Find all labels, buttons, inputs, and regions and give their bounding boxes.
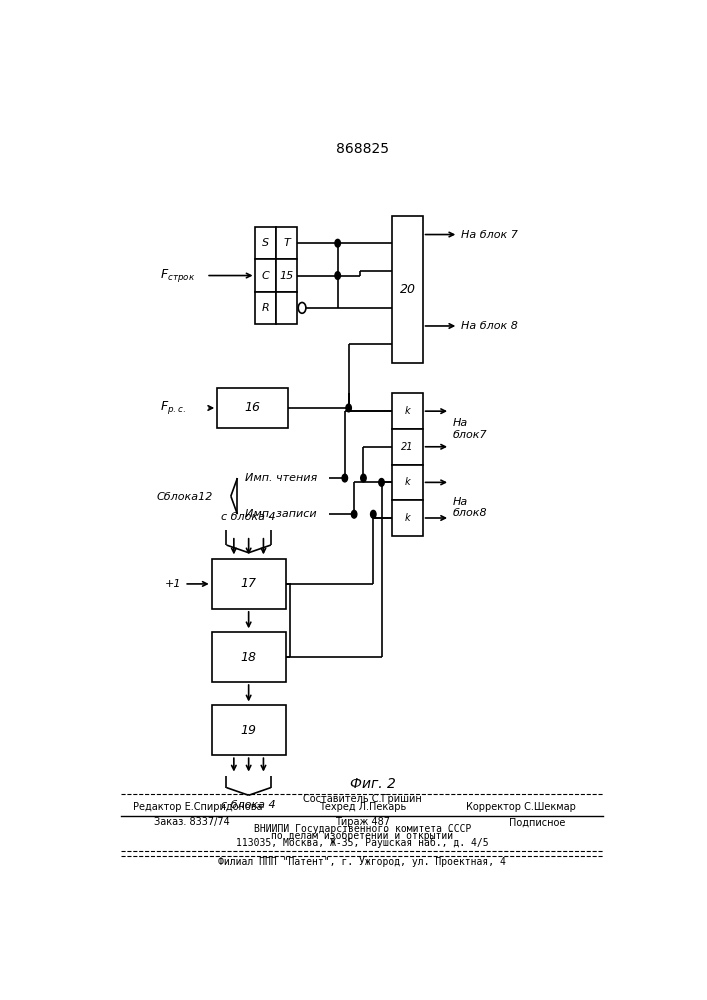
Circle shape (351, 510, 357, 518)
Bar (211, 705, 286, 755)
Text: 18: 18 (240, 651, 257, 664)
Bar (211, 559, 286, 609)
Text: с блока 4: с блока 4 (221, 800, 276, 810)
Text: 868825: 868825 (336, 142, 389, 156)
Text: Редактор Е.Спиридонова: Редактор Е.Спиридонова (133, 802, 263, 812)
Bar (276, 259, 297, 292)
Text: C: C (262, 271, 270, 281)
Text: Подписное: Подписное (510, 817, 566, 827)
Bar (392, 465, 423, 500)
Text: На блок 8: На блок 8 (461, 321, 518, 331)
Text: Фиг. 2: Фиг. 2 (351, 777, 396, 791)
Bar (255, 292, 276, 324)
Bar (217, 388, 288, 428)
Bar (392, 500, 423, 536)
Text: Составитель С.Гришин: Составитель С.Гришин (303, 794, 421, 804)
Text: На
блок7: На блок7 (452, 418, 487, 440)
Text: k: k (404, 477, 410, 487)
Text: ВНИИПИ Государственного комитета СССР: ВНИИПИ Государственного комитета СССР (254, 824, 471, 834)
Text: S: S (262, 238, 269, 248)
Text: Заказ. 8337/74: Заказ. 8337/74 (154, 817, 230, 827)
Text: по делам изобретений и открытий: по делам изобретений и открытий (271, 831, 453, 841)
Bar (276, 292, 297, 324)
Circle shape (361, 474, 366, 482)
Text: Имп. чтения: Имп. чтения (245, 473, 317, 483)
Bar (255, 227, 276, 259)
Circle shape (346, 404, 351, 412)
Text: Техред Л.Пекарь: Техред Л.Пекарь (319, 802, 406, 812)
Circle shape (379, 479, 385, 486)
Bar (392, 429, 423, 465)
Text: На блок 7: На блок 7 (461, 230, 518, 240)
Text: Филиал ППП "Патент", г. Ужгород, ул. Проектная, 4: Филиал ППП "Патент", г. Ужгород, ул. Про… (218, 857, 506, 867)
Text: $F_{строк}$: $F_{строк}$ (160, 267, 195, 284)
Text: +1: +1 (165, 579, 182, 589)
Text: k: k (404, 513, 410, 523)
Text: Тираж 487: Тираж 487 (335, 817, 390, 827)
Text: 21: 21 (402, 442, 414, 452)
Text: 15: 15 (279, 271, 294, 281)
Circle shape (370, 510, 376, 518)
Text: R: R (262, 303, 270, 313)
Text: Сблока12: Сблока12 (157, 492, 214, 502)
Bar (255, 259, 276, 292)
Text: На
блок8: На блок8 (452, 497, 487, 518)
Bar (276, 227, 297, 259)
Text: с блока 4: с блока 4 (221, 512, 276, 522)
Text: 19: 19 (240, 724, 257, 737)
Text: T: T (284, 238, 290, 248)
Bar (211, 632, 286, 682)
Bar (392, 393, 423, 429)
Text: k: k (404, 406, 410, 416)
Text: 16: 16 (245, 401, 261, 414)
Circle shape (335, 272, 341, 279)
Text: 113035, Москва, Ж-35, Раушская наб., д. 4/5: 113035, Москва, Ж-35, Раушская наб., д. … (236, 838, 489, 848)
Text: $F_{р.с.}$: $F_{р.с.}$ (160, 399, 185, 416)
Text: 17: 17 (240, 577, 257, 590)
Circle shape (335, 239, 341, 247)
Circle shape (342, 474, 348, 482)
Text: Корректор С.Шекмар: Корректор С.Шекмар (467, 802, 576, 812)
Text: Имп. записи: Имп. записи (245, 509, 316, 519)
Bar (392, 216, 423, 363)
Text: 20: 20 (399, 283, 416, 296)
